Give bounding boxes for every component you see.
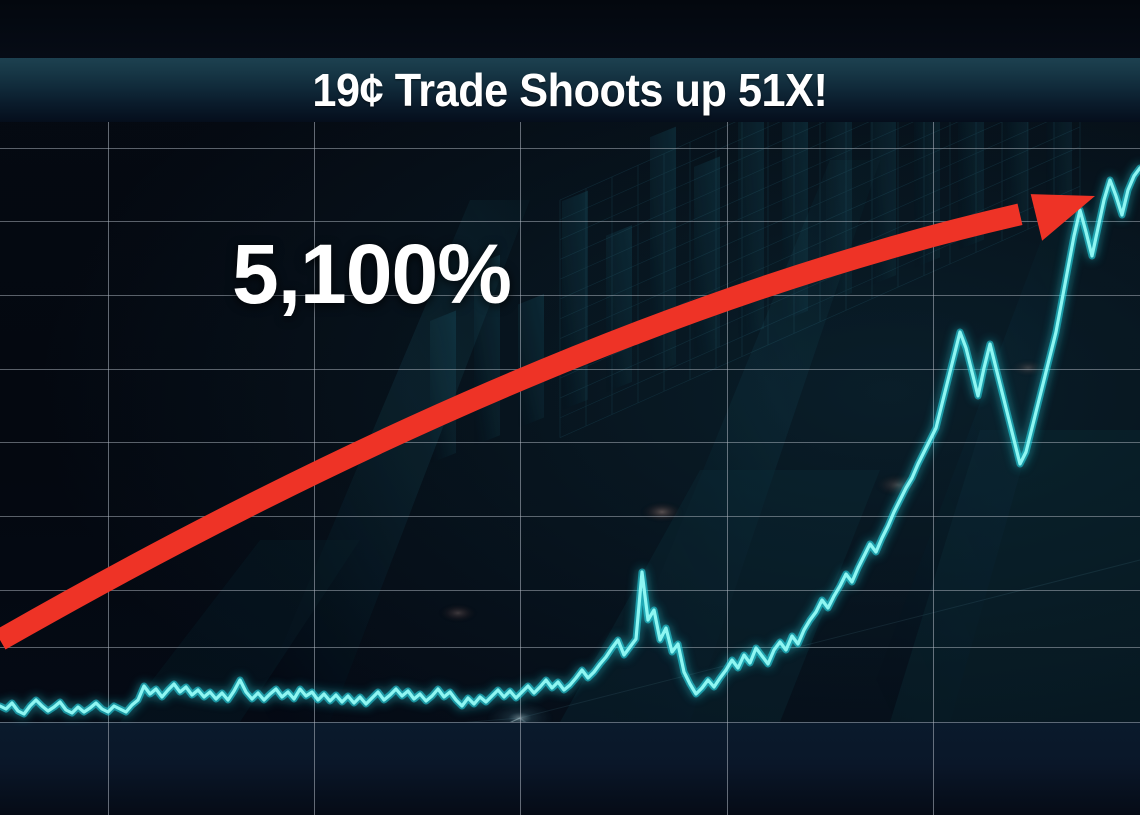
upward-trend-arrow (0, 194, 1095, 650)
percent-callout: 5,100% (232, 227, 512, 321)
grid-line-horizontal (0, 148, 1140, 149)
trend-arrow-head (1030, 194, 1095, 241)
grid-line-horizontal (0, 647, 1140, 648)
grid-line-horizontal (0, 722, 1140, 723)
grid-line-horizontal (0, 590, 1140, 591)
grid-line-vertical (108, 122, 109, 815)
top-dark-strip (0, 0, 1140, 58)
page-title: 19¢ Trade Shoots up 51X! (312, 64, 828, 116)
bottom-band (0, 722, 1140, 815)
grid-line-horizontal (0, 516, 1140, 517)
headline-banner: 19¢ Trade Shoots up 51X! (0, 58, 1140, 122)
grid-line-horizontal (0, 442, 1140, 443)
